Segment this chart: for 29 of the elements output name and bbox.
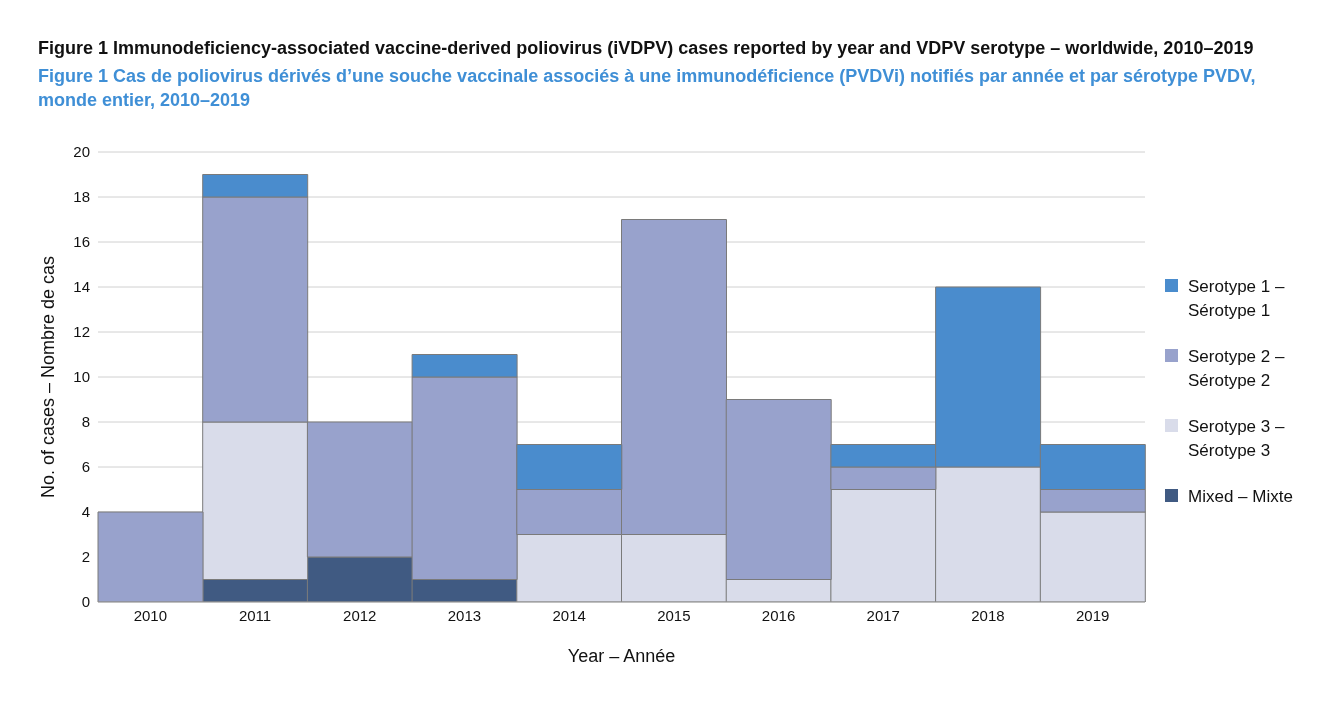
y-tick-label: 0 bbox=[81, 593, 90, 611]
x-tick-label: 2016 bbox=[761, 606, 796, 624]
x-tick-label: 2013 bbox=[447, 606, 482, 624]
x-tick-label: 2011 bbox=[238, 606, 272, 624]
legend-label: Serotype 3 – Sérotype 3 bbox=[1188, 416, 1286, 462]
x-tick-label: 2017 bbox=[866, 606, 900, 624]
x-tick-label: 2015 bbox=[657, 606, 691, 624]
y-tick-label: 2 bbox=[81, 548, 90, 566]
legend-label: Serotype 1 – Sérotype 1 bbox=[1188, 276, 1286, 322]
y-tick-label: 18 bbox=[73, 188, 90, 206]
x-tick-label: 2010 bbox=[133, 606, 168, 624]
x-tick-label: 2012 bbox=[343, 606, 377, 624]
x-tick-label: 2019 bbox=[1075, 606, 1110, 624]
x-tick-label: 2018 bbox=[971, 606, 1005, 624]
y-tick-label: 8 bbox=[81, 413, 90, 431]
legend-label: Serotype 2 – Sérotype 2 bbox=[1188, 346, 1286, 392]
y-tick-label: 12 bbox=[73, 323, 90, 341]
y-tick-label: 16 bbox=[73, 233, 90, 251]
y-tick-label: 4 bbox=[81, 503, 90, 521]
y-tick-label: 10 bbox=[73, 368, 90, 386]
y-tick-label: 20 bbox=[73, 143, 90, 161]
y-tick-label: 14 bbox=[73, 278, 90, 296]
chart-title: Figure 1 Immunodeficiency-associated vaccine-derived poliovirus (iVDPV) cases reported by year and VDPV serotype – worldwide, 2010–2019 bbox=[38, 37, 1255, 60]
x-axis-title: Year – Année bbox=[567, 646, 676, 666]
chart-subtitle: Figure 1 Cas de poliovirus dérivés d’une souche vaccinale associés à une immunodéficience (PVDVi) notifiés par année et par sérotype PVDV, monde entier, 2010–2019 bbox=[38, 65, 1257, 112]
legend-label: Mixed – Mixte bbox=[1188, 486, 1294, 508]
x-tick-label: 2014 bbox=[552, 606, 586, 624]
y-tick-label: 6 bbox=[81, 458, 90, 476]
y-axis-title: No. of cases – Nombre de cas bbox=[38, 255, 59, 499]
